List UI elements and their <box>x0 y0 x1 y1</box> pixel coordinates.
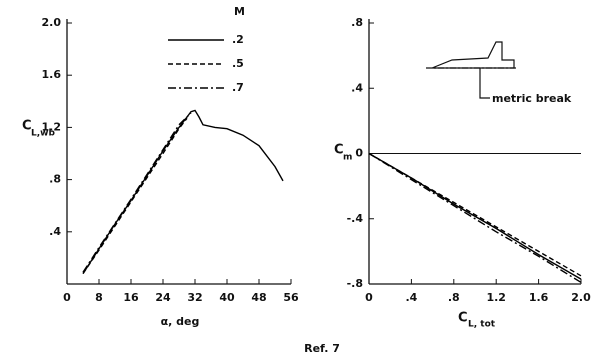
x-tick-label: 0 <box>365 291 373 304</box>
legend-title: M <box>234 5 245 18</box>
y-tick-label: .4 <box>49 225 61 238</box>
x-tick-label: 56 <box>283 291 299 304</box>
x-tick-label: .8 <box>448 291 460 304</box>
data-line <box>82 112 192 273</box>
y-tick-label: 0 <box>355 147 363 160</box>
y-axis-label: C <box>334 143 344 158</box>
y-axis-label-sub: L,wb <box>31 129 55 139</box>
data-line <box>82 117 188 274</box>
data-line <box>368 152 582 283</box>
x-tick-label: 2.0 <box>571 291 591 304</box>
y-axis-label: C <box>22 119 32 134</box>
legend-label: .7 <box>232 81 244 94</box>
x-axis-label: C <box>458 311 468 326</box>
x-tick-label: 1.2 <box>486 291 506 304</box>
y-tick-label: -.8 <box>347 277 363 290</box>
x-axis-label: α, deg <box>161 315 200 328</box>
x-tick-label: .4 <box>405 291 417 304</box>
x-axis-label-sub: L, tot <box>468 320 496 330</box>
x-tick-label: 16 <box>123 291 139 304</box>
x-tick-label: 24 <box>155 291 171 304</box>
y-tick-label: -.4 <box>347 212 364 225</box>
y-tick-label: .8 <box>351 16 363 29</box>
legend-label: .5 <box>232 57 244 70</box>
annotation: metric break <box>492 92 572 105</box>
y-tick-label: .8 <box>49 173 61 186</box>
y-axis-label-sub: m <box>343 153 352 163</box>
x-tick-label: 0 <box>63 291 71 304</box>
y-tick-label: 2.0 <box>42 16 62 29</box>
legend-label: .2 <box>232 33 244 46</box>
y-tick-label: 1.6 <box>42 68 62 81</box>
x-tick-label: 48 <box>251 291 266 304</box>
x-tick-label: 32 <box>187 291 202 304</box>
x-tick-label: 8 <box>95 291 103 304</box>
aircraft-sketch <box>426 41 516 99</box>
data-line <box>368 152 582 277</box>
x-tick-label: 40 <box>219 291 235 304</box>
data-line <box>82 109 284 274</box>
y-tick-label: .4 <box>351 81 363 94</box>
y-tick-label: 1.2 <box>42 120 62 133</box>
footer: Ref. 7 <box>304 342 340 355</box>
x-tick-label: 1.6 <box>529 291 549 304</box>
